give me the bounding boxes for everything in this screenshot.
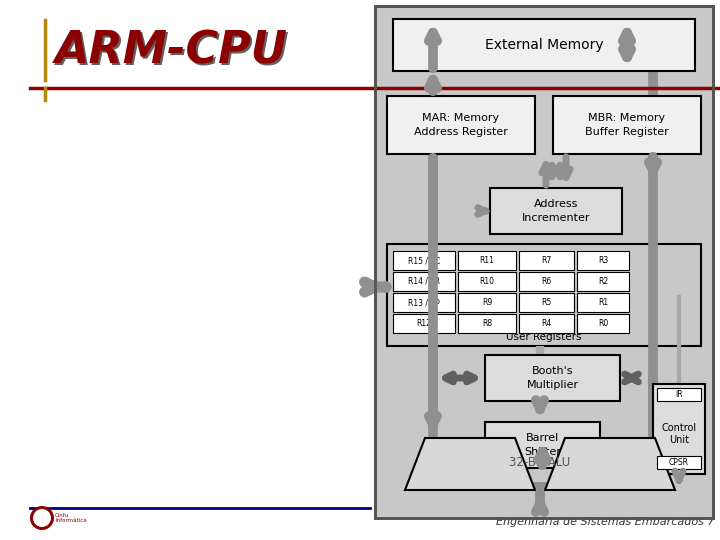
Text: MBR: Memory
Buffer Register: MBR: Memory Buffer Register [585,113,669,137]
Text: R10: R10 [480,277,495,286]
Text: Cinfu
Informàtica: Cinfu Informàtica [55,512,86,523]
Bar [387,244,701,346]
Bar [485,422,600,468]
Circle shape [33,509,51,527]
Text: R7: R7 [541,256,552,265]
Text: R5: R5 [541,298,552,307]
Bar [519,272,574,291]
Bar [458,272,516,291]
Text: R9: R9 [482,298,492,307]
Text: Barrel
Shifter: Barrel Shifter [524,434,561,457]
Circle shape [30,506,54,530]
Text: ARM-CPU: ARM-CPU [57,31,290,75]
Bar [458,251,516,270]
Text: IR: IR [675,390,683,399]
Text: Engenharia de Sistemas Embarcados 7: Engenharia de Sistemas Embarcados 7 [497,517,715,527]
Bar [393,19,695,71]
Text: MAR: Memory
Address Register: MAR: Memory Address Register [414,113,508,137]
Bar [657,388,701,401]
Bar [653,384,705,474]
Bar [577,314,629,333]
Text: Booth's
Multiplier: Booth's Multiplier [526,367,579,389]
Bar [393,314,455,333]
Text: Control
Unit: Control Unit [662,423,696,445]
Text: R14 / LR: R14 / LR [408,277,440,286]
Text: R15 / PC: R15 / PC [408,256,440,265]
Text: Address
Incrementer: Address Incrementer [522,199,590,222]
Bar [553,96,701,154]
Bar [657,456,701,469]
Bar [393,293,455,312]
Text: User Registers: User Registers [506,332,582,342]
Text: CPSR: CPSR [669,458,689,467]
Bar [458,293,516,312]
Bar [393,272,455,291]
Bar [375,6,713,518]
Bar [490,188,622,234]
Polygon shape [545,438,675,490]
Text: R11: R11 [480,256,495,265]
Text: R3: R3 [598,256,608,265]
Bar [519,314,574,333]
Text: R6: R6 [541,277,552,286]
Bar [387,96,535,154]
Polygon shape [405,438,535,490]
Bar [485,355,620,401]
Bar [393,251,455,270]
Bar [519,293,574,312]
Text: R13 / SP: R13 / SP [408,298,440,307]
Text: ARM-CPU: ARM-CPU [55,30,288,72]
Text: R4: R4 [541,319,552,328]
Bar [577,251,629,270]
Bar [519,251,574,270]
Text: R8: R8 [482,319,492,328]
Text: R12: R12 [417,319,431,328]
Text: R2: R2 [598,277,608,286]
Bar [577,293,629,312]
Bar [577,272,629,291]
Text: R0: R0 [598,319,608,328]
Text: 32-Bit ALU: 32-Bit ALU [509,456,571,469]
Bar [458,314,516,333]
Text: External Memory: External Memory [485,38,603,52]
Bar [375,6,713,518]
Text: R1: R1 [598,298,608,307]
